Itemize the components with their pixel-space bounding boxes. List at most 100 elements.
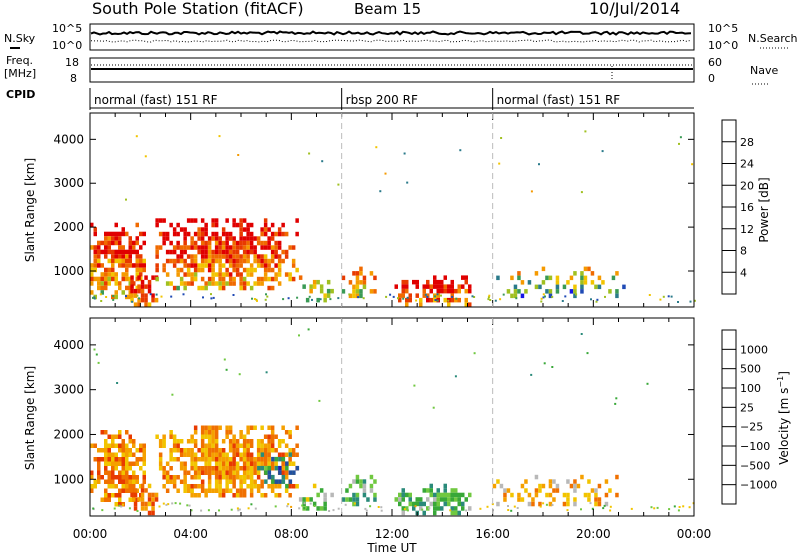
scatter-cell	[225, 218, 229, 223]
scatter-cell	[142, 475, 146, 480]
scatter-cell	[267, 267, 271, 273]
scatter-cell	[128, 461, 132, 466]
scatter-cell	[232, 493, 236, 498]
scatter-cell	[154, 497, 159, 502]
scatter-cell	[274, 263, 278, 268]
scatter-cell	[144, 302, 148, 307]
scatter-cell	[147, 501, 152, 507]
scatter-cell	[538, 483, 542, 489]
scatter-cell	[295, 452, 299, 457]
scatter-cell	[534, 271, 539, 276]
scatter-cell	[193, 240, 198, 246]
scatter-cell	[429, 297, 433, 303]
scatter-cell	[218, 479, 222, 484]
scatter-cell	[270, 245, 275, 250]
scatter-cell	[225, 430, 229, 435]
scatter-cell	[436, 506, 440, 511]
scatter-cell	[266, 295, 269, 298]
scatter-cell	[580, 333, 583, 335]
scatter-cell	[653, 507, 656, 510]
scatter-cell	[246, 470, 250, 475]
scatter-cell	[214, 218, 219, 223]
scatter-cell	[138, 297, 140, 300]
scatter-cell	[284, 443, 289, 448]
scatter-cell	[249, 452, 254, 457]
scatter-cell	[218, 493, 222, 498]
scatter-cell	[214, 430, 219, 435]
scatter-cell	[162, 470, 166, 475]
scatter-cell	[444, 298, 447, 301]
scatter-cell	[235, 254, 240, 259]
scatter-cell	[176, 457, 180, 462]
scatter-cell	[274, 249, 278, 255]
scatter-cell	[337, 183, 340, 186]
scatter-cell	[111, 231, 115, 237]
scatter-cell	[210, 293, 212, 296]
scatter-cell	[426, 295, 429, 298]
scatter-cell	[92, 296, 94, 299]
scatter-cell	[214, 443, 219, 448]
scatter-cell	[359, 280, 363, 285]
scatter-cell	[204, 249, 208, 255]
scatter-cell	[682, 505, 685, 508]
scatter-cell	[218, 276, 222, 282]
scatter-cell	[246, 245, 250, 250]
scatter-cell	[204, 430, 208, 435]
scatter-cell	[235, 439, 240, 444]
scatter-cell	[274, 448, 278, 453]
scatter-cell	[426, 506, 430, 511]
scatter-cell	[249, 461, 254, 466]
scatter-cell	[238, 508, 241, 511]
scatter-cell	[114, 290, 118, 295]
scatter-cell	[677, 509, 680, 512]
scatter-cell	[451, 295, 454, 298]
scatter-cell	[454, 297, 458, 303]
scatter-cell	[454, 488, 458, 493]
scatter-cell	[111, 272, 115, 277]
scatter-cell	[433, 506, 437, 511]
scatter-cell	[93, 443, 97, 448]
scatter-cell	[92, 507, 95, 510]
scatter-cell	[332, 509, 335, 512]
scatter-cell	[534, 474, 539, 480]
scatter-cell	[263, 276, 268, 282]
scatter-cell	[190, 488, 194, 493]
scatter-cell	[172, 434, 177, 439]
scatter-cell	[190, 254, 194, 259]
scatter-cell	[586, 352, 589, 355]
scatter-cell	[256, 236, 261, 241]
scatter-cell	[111, 484, 115, 489]
scatter-cell	[132, 443, 136, 448]
scatter-cell	[263, 263, 268, 268]
scatter-cell	[235, 249, 240, 255]
scatter-cell	[541, 266, 546, 272]
scatter-cell	[169, 457, 173, 462]
scatter-cell	[135, 267, 139, 273]
scatter-cell	[373, 479, 377, 484]
scatter-cell	[432, 406, 435, 409]
scatter-cell	[204, 488, 208, 493]
scatter-cell	[228, 231, 233, 237]
scatter-cell	[211, 457, 215, 462]
scatter-cell	[214, 254, 219, 259]
scatter-cell	[461, 492, 465, 498]
nsearch-label: N.Search	[748, 32, 798, 45]
scatter-cell	[246, 272, 250, 277]
scatter-cell	[440, 497, 444, 502]
scatter-cell	[355, 479, 360, 484]
scatter-cell	[118, 448, 122, 453]
scatter-cell	[498, 162, 501, 165]
scatter-cell	[100, 497, 104, 502]
scatter-cell	[104, 497, 108, 502]
scatter-cell	[249, 493, 254, 498]
scatter-cell	[256, 443, 261, 448]
scatter-cell	[144, 501, 148, 507]
scatter-cell	[531, 501, 535, 507]
scatter-cell	[218, 475, 222, 480]
colorbar-frame	[721, 329, 737, 505]
scatter-cell	[204, 227, 208, 232]
scatter-cell	[132, 439, 136, 444]
scatter-cell	[211, 466, 215, 471]
scatter-cell	[232, 249, 236, 255]
scatter-cell	[218, 448, 222, 453]
